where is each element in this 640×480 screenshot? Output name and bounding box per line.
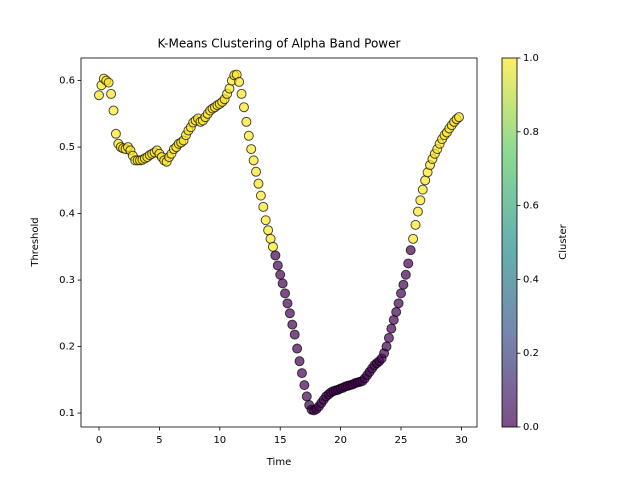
- data-point: [275, 269, 286, 280]
- data-point: [253, 178, 264, 189]
- x-tick-label: 0: [96, 435, 102, 446]
- colorbar-tick-label: 1.0: [523, 53, 539, 64]
- data-point: [412, 206, 423, 217]
- x-tick-label: 15: [274, 435, 287, 446]
- data-point: [94, 90, 104, 101]
- data-point: [400, 269, 411, 280]
- y-axis-label: Threshold: [30, 217, 41, 267]
- y-tick-label: 0.4: [59, 209, 75, 220]
- colorbar-tick-label: 0.6: [523, 201, 539, 212]
- data-point: [260, 215, 271, 226]
- data-point: [263, 225, 274, 236]
- colorbar: [501, 57, 518, 428]
- data-point: [299, 380, 310, 391]
- data-point: [391, 306, 402, 317]
- data-point: [238, 102, 249, 113]
- data-point: [236, 88, 247, 99]
- data-point: [246, 144, 257, 155]
- data-point: [405, 245, 416, 256]
- data-point: [415, 195, 426, 206]
- x-tick-label: 25: [395, 435, 408, 446]
- data-point: [280, 288, 291, 299]
- x-tick-label: 30: [455, 435, 468, 446]
- data-point: [251, 166, 262, 177]
- data-point: [296, 368, 307, 379]
- colorbar-tick-label: 0.0: [523, 422, 539, 433]
- data-point: [408, 233, 419, 244]
- x-axis-label: Time: [266, 457, 291, 468]
- data-point: [381, 341, 392, 352]
- y-tick-label: 0.6: [59, 76, 75, 87]
- data-point: [106, 88, 117, 99]
- data-point: [110, 128, 121, 139]
- data-point: [287, 319, 298, 330]
- data-point: [272, 260, 283, 271]
- data-point: [417, 184, 428, 195]
- data-point: [393, 298, 404, 309]
- data-point: [398, 279, 409, 290]
- colorbar-tick-label: 0.8: [523, 127, 539, 138]
- data-point: [103, 77, 114, 88]
- x-tick-label: 5: [156, 435, 162, 446]
- y-tick-label: 0.2: [59, 342, 75, 353]
- colorbar-tick-label: 0.2: [523, 348, 539, 359]
- y-tick-label: 0.1: [59, 408, 75, 419]
- data-point: [270, 250, 281, 261]
- colorbar-tick-label: 0.4: [523, 274, 539, 285]
- chart-title: K-Means Clustering of Alpha Band Power: [158, 37, 401, 51]
- colorbar-label: Cluster: [558, 223, 569, 259]
- data-point: [292, 343, 303, 354]
- x-tick-label: 10: [213, 435, 226, 446]
- data-point: [383, 332, 394, 343]
- data-point: [403, 258, 414, 269]
- data-point: [396, 288, 407, 299]
- data-point: [294, 356, 305, 367]
- x-tick-label: 20: [334, 435, 347, 446]
- plot-frame: [80, 57, 478, 428]
- y-tick-label: 0.3: [59, 275, 75, 286]
- data-point: [267, 241, 278, 252]
- data-point: [258, 201, 269, 212]
- data-point: [234, 76, 245, 87]
- data-point: [108, 105, 119, 116]
- data-point: [241, 116, 252, 127]
- data-point: [255, 190, 266, 201]
- data-point: [248, 155, 259, 166]
- y-tick-label: 0.5: [59, 142, 75, 153]
- data-point: [386, 323, 397, 334]
- data-point: [289, 329, 300, 340]
- data-point: [301, 391, 312, 402]
- data-point: [243, 130, 254, 141]
- data-point: [282, 298, 293, 309]
- data-point: [277, 278, 288, 289]
- data-point: [410, 219, 421, 230]
- data-point: [284, 308, 295, 319]
- data-point: [454, 112, 464, 123]
